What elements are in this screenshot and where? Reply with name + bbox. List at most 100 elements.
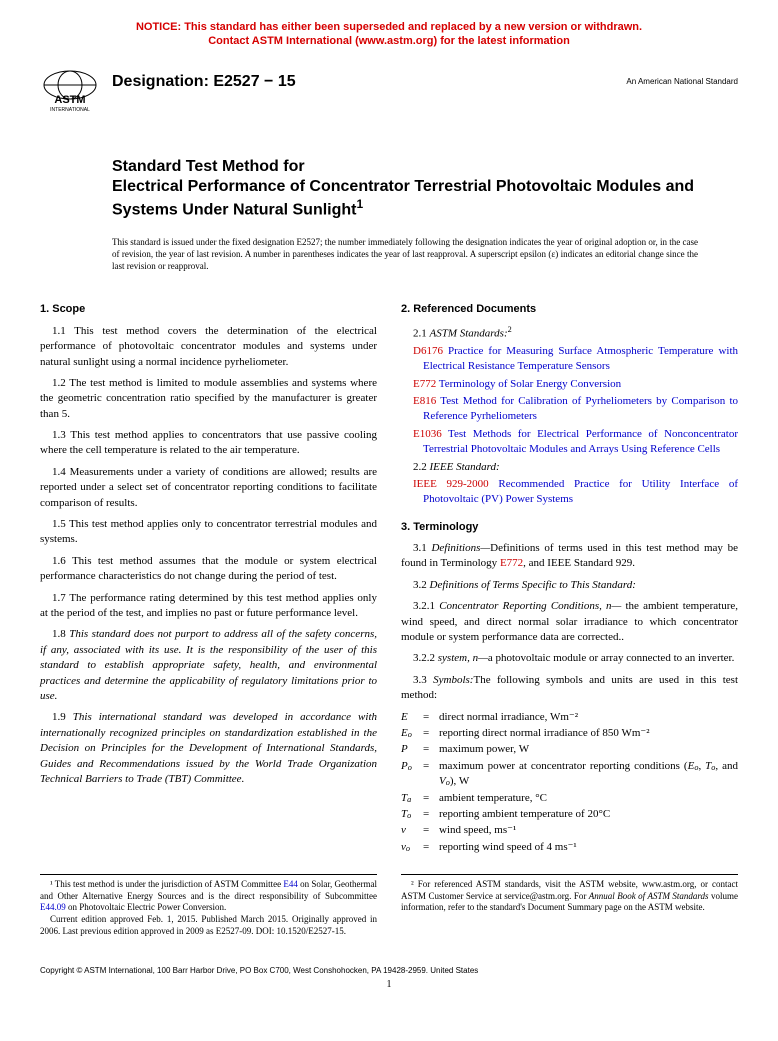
fn2-text: ² For referenced ASTM standards, visit t… <box>401 879 738 912</box>
para-1-8-num: 1.8 <box>52 628 69 640</box>
sym-eq: = <box>423 823 439 838</box>
ref-text[interactable]: Test Methods for Electrical Performance … <box>423 428 738 455</box>
ref-e816: E816 Test Method for Calibration of Pyrh… <box>401 394 738 425</box>
ans-label: An American National Standard <box>626 67 738 86</box>
sym-desc: reporting direct normal irradiance of 85… <box>439 726 738 741</box>
p21-sup: 2 <box>508 325 512 334</box>
sym-desc: reporting wind speed of 4 ms⁻¹ <box>439 840 738 855</box>
symbols-table: E=direct normal irradiance, Wm⁻² Eo=repo… <box>401 710 738 856</box>
ref-code[interactable]: E816 <box>413 395 436 407</box>
issued-note: This standard is issued under the fixed … <box>112 236 698 272</box>
ref-e772: E772 Terminology of Solar Energy Convers… <box>401 377 738 392</box>
designation: Designation: E2527 − 15 <box>112 67 626 91</box>
sym-row: P=maximum power, W <box>401 742 738 757</box>
ref-code[interactable]: IEEE 929-2000 <box>413 478 489 490</box>
footnote-1: ¹ This test method is under the jurisdic… <box>40 874 377 937</box>
para-1-7: 1.7 The performance rating determined by… <box>40 591 377 622</box>
sym-desc: ambient temperature, °C <box>439 791 738 806</box>
para-3-1: 3.1 Definitions—Definitions of terms use… <box>401 541 738 572</box>
terminology-heading: 3. Terminology <box>401 520 738 535</box>
ref-text[interactable]: Practice for Measuring Surface Atmospher… <box>423 345 738 372</box>
sym-row: E=direct normal irradiance, Wm⁻² <box>401 710 738 725</box>
fn1d: Current edition approved Feb. 1, 2015. P… <box>40 914 377 937</box>
sym-row: To=reporting ambient temperature of 20°C <box>401 807 738 822</box>
p21-it: ASTM Standards: <box>430 327 508 339</box>
para-3-2: 3.2 Definitions of Terms Specific to Thi… <box>401 578 738 593</box>
sym-row: Po=maximum power at concentrator reporti… <box>401 759 738 790</box>
title-sup: 1 <box>357 197 364 211</box>
notice-line1: NOTICE: This standard has either been su… <box>136 21 642 33</box>
sym-var: Ta <box>401 791 423 806</box>
ref-d6176: D6176 Practice for Measuring Surface Atm… <box>401 344 738 375</box>
p21-pre: 2.1 <box>413 327 430 339</box>
para-2-2: 2.2 IEEE Standard: <box>401 460 738 475</box>
sym-eq: = <box>423 759 439 790</box>
ref-code[interactable]: D6176 <box>413 345 443 357</box>
sym-row: Ta=ambient temperature, °C <box>401 791 738 806</box>
sym-desc: direct normal irradiance, Wm⁻² <box>439 710 738 725</box>
p322b: system, n— <box>438 652 488 664</box>
sym-eq: = <box>423 791 439 806</box>
p321a: 3.2.1 <box>413 600 439 612</box>
p33a: 3.3 <box>413 674 433 686</box>
para-1-2: 1.2 The test method is limited to module… <box>40 376 377 422</box>
p32a: 3.2 <box>413 579 430 591</box>
sym-desc: maximum power, W <box>439 742 738 757</box>
sym-desc: wind speed, ms⁻¹ <box>439 823 738 838</box>
title-prefix: Standard Test Method for <box>112 157 738 177</box>
sym-eq: = <box>423 726 439 741</box>
columns: 1. Scope 1.1 This test method covers the… <box>40 296 738 856</box>
ref-text[interactable]: Terminology of Solar Energy Conversion <box>439 378 621 390</box>
astm-logo: ASTM INTERNATIONAL <box>40 67 100 117</box>
sym-eq: = <box>423 742 439 757</box>
scope-heading: 1. Scope <box>40 302 377 317</box>
para-1-8: 1.8 This standard does not purport to ad… <box>40 627 377 704</box>
para-1-9: 1.9 This international standard was deve… <box>40 710 377 787</box>
ref-e1036: E1036 Test Methods for Electrical Perfor… <box>401 427 738 458</box>
fn1c: on Photovoltaic Electric Power Conversio… <box>66 902 226 912</box>
svg-text:ASTM: ASTM <box>54 94 85 106</box>
p31-link[interactable]: E772 <box>500 557 523 569</box>
footnotes: ¹ This test method is under the jurisdic… <box>40 874 738 937</box>
sym-row: v=wind speed, ms⁻¹ <box>401 823 738 838</box>
right-column: 2. Referenced Documents 2.1 ASTM Standar… <box>401 296 738 856</box>
sym-desc: reporting ambient temperature of 20°C <box>439 807 738 822</box>
page-number: 1 <box>40 979 738 990</box>
notice-line2: Contact ASTM International (www.astm.org… <box>208 35 570 47</box>
copyright: Copyright © ASTM International, 100 Barr… <box>40 966 738 975</box>
para-1-5: 1.5 This test method applies only to con… <box>40 517 377 548</box>
sym-var: vo <box>401 840 423 855</box>
p31a: 3.1 <box>413 542 431 554</box>
para-3-2-2: 3.2.2 system, n—a photovoltaic module or… <box>401 651 738 666</box>
p22-pre: 2.2 <box>413 461 430 473</box>
ref-text[interactable]: Test Method for Calibration of Pyrheliom… <box>423 395 738 422</box>
sym-var: E <box>401 710 423 725</box>
title-block: Standard Test Method for Electrical Perf… <box>112 157 738 220</box>
svg-text:INTERNATIONAL: INTERNATIONAL <box>50 107 90 113</box>
fn1a: ¹ This test method is under the jurisdic… <box>50 879 283 889</box>
fn1-link1[interactable]: E44 <box>283 879 298 889</box>
para-3-3: 3.3 Symbols:The following symbols and un… <box>401 673 738 704</box>
p322a: 3.2.2 <box>413 652 438 664</box>
p31d: , and IEEE Standard 929. <box>523 557 635 569</box>
p22-it: IEEE Standard: <box>430 461 500 473</box>
para-1-4: 1.4 Measurements under a variety of cond… <box>40 465 377 511</box>
para-1-1: 1.1 This test method covers the determin… <box>40 324 377 370</box>
sym-row: Eo=reporting direct normal irradiance of… <box>401 726 738 741</box>
sym-eq: = <box>423 807 439 822</box>
para-1-6: 1.6 This test method assumes that the mo… <box>40 554 377 585</box>
ref-code[interactable]: E772 <box>413 378 436 390</box>
header: ASTM INTERNATIONAL Designation: E2527 − … <box>40 67 738 117</box>
ref-code[interactable]: E1036 <box>413 428 442 440</box>
sym-var: To <box>401 807 423 822</box>
refdocs-heading: 2. Referenced Documents <box>401 302 738 317</box>
p321b: Concentrator Reporting Conditions, n— <box>439 600 621 612</box>
page: NOTICE: This standard has either been su… <box>0 0 778 1020</box>
sym-row: vo=reporting wind speed of 4 ms⁻¹ <box>401 840 738 855</box>
sym-var: P <box>401 742 423 757</box>
fn1-link2[interactable]: E44.09 <box>40 902 66 912</box>
notice-banner: NOTICE: This standard has either been su… <box>40 20 738 49</box>
sym-var: Po <box>401 759 423 790</box>
para-2-1: 2.1 ASTM Standards:2 <box>401 324 738 342</box>
sym-desc: maximum power at concentrator reporting … <box>439 759 738 790</box>
